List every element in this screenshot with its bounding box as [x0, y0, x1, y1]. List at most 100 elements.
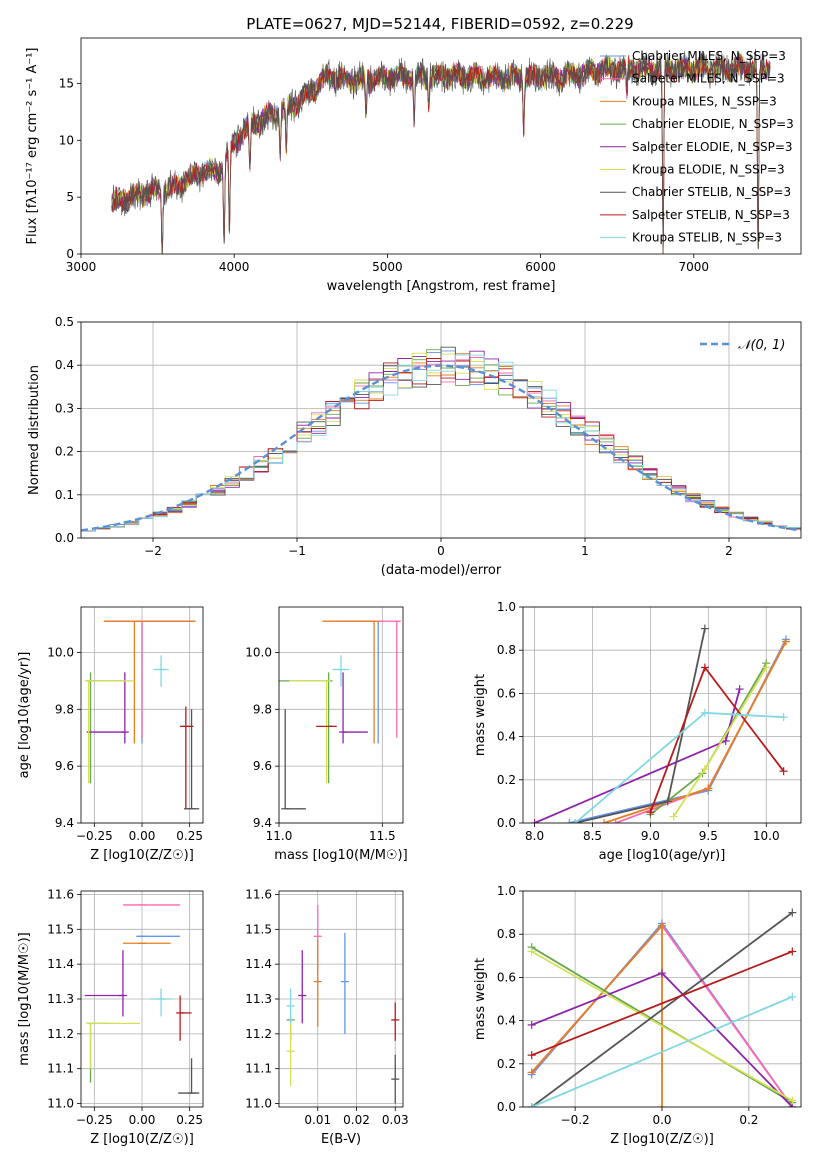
y-tick-label: 11.6 [245, 887, 272, 901]
x-axis-label: (data-model)/error [381, 563, 502, 578]
plot-area [279, 620, 401, 810]
weight-line-salpeter_stelib [531, 950, 793, 1057]
y-axis-label: mass [log10(M/M☉)] [17, 932, 32, 1065]
x-axis-label: Z [log10(Z/Z☉)] [610, 1132, 714, 1147]
weight-line-chabrier_stelib [531, 911, 793, 1107]
y-tick-label: 9.8 [55, 702, 74, 716]
axes-frame [278, 890, 404, 1108]
y-tick-label: 0.8 [497, 643, 516, 657]
x-tick-label: 0.01 [304, 1113, 331, 1127]
y-tick-label: 1.0 [497, 884, 516, 898]
x-tick-label: 0.2 [739, 1113, 758, 1127]
x-axis-label: Z [log10(Z/Z☉)] [90, 1132, 194, 1147]
y-tick-label: 11.5 [47, 922, 74, 936]
weight-line-kroupa_elodie [531, 950, 793, 1102]
y-tick-label: 10.0 [245, 645, 272, 659]
histogram-kroupa_stelib [81, 354, 801, 531]
x-axis-label: E(B-V) [321, 1132, 361, 1147]
figure-title: PLATE=0627, MJD=52144, FIBERID=0592, z=0… [246, 15, 633, 33]
x-axis-label: wavelength [Angstrom, rest frame] [327, 279, 556, 294]
weight-line-chabrier_elodie [531, 946, 793, 1104]
x-tick-label: 0.02 [343, 1113, 370, 1127]
y-tick-label: 0.1 [55, 488, 74, 502]
legend-label: Salpeter ELODIE, N_SSP=3 [632, 140, 793, 154]
plot-area [84, 904, 200, 1094]
y-tick-label: 0.0 [497, 1100, 516, 1114]
y-tick-label: 9.8 [253, 702, 272, 716]
x-axis-label: age [log10(age/yr)] [599, 848, 726, 863]
y-tick-label: 0 [66, 247, 74, 261]
axes-frame [522, 606, 802, 824]
panel-spectrum: 3000 4000 5000 6000 7000 0 5 10 15 wavelength [An… [25, 37, 802, 294]
x-tick-label: 0.03 [382, 1113, 409, 1127]
y-axis-label: mass weight [473, 958, 488, 1040]
y-tick-label: 0.6 [497, 970, 516, 984]
y-tick-label: 11.5 [245, 922, 272, 936]
legend-label: Kroupa MILES, N_SSP=3 [632, 94, 777, 108]
x-tick-label: −2 [144, 544, 162, 558]
weight-line-kroupa_stelib [531, 995, 793, 1107]
y-tick-label: 0.8 [497, 927, 516, 941]
y-tick-label: 0.0 [497, 816, 516, 830]
plot-area [530, 624, 790, 823]
y-tick-label: 0.2 [497, 773, 516, 787]
y-tick-label: 0.5 [55, 315, 74, 329]
y-tick-label: 0.0 [55, 531, 74, 545]
legend-label: Kroupa ELODIE, N_SSP=3 [632, 163, 785, 177]
panel-age_vs_mass: 11.0 11.5 9.4 9.6 9.8 10.0 mass [log10(M/M☉)] [245, 606, 408, 863]
y-tick-label: 11.6 [47, 887, 74, 901]
x-tick-label: 0.00 [129, 1113, 156, 1127]
y-tick-label: 10 [59, 133, 74, 147]
y-tick-label: 0.2 [55, 445, 74, 459]
y-tick-label: 11.0 [47, 1097, 74, 1111]
panel-mass_vs_Z: −0.25 0.00 0.25 11.0 11.1 11.2 11.3 11.4 11.5 11.… [17, 887, 204, 1147]
panel-weight_vs_age: 8.0 8.5 9.0 9.5 10.0 0.0 0.2 0.4 0.6 0.8 1.0 age [l… [473, 600, 802, 863]
x-tick-label: 7000 [678, 260, 709, 274]
plot-area [81, 346, 801, 532]
y-tick-label: 11.0 [245, 1097, 272, 1111]
y-tick-label: 0.6 [497, 686, 516, 700]
x-tick-label: 1 [581, 544, 589, 558]
x-axis-label: mass [log10(M/M☉)] [274, 848, 407, 863]
legend-label: 𝒩(0, 1) [738, 338, 785, 353]
axes-frame [80, 890, 204, 1108]
x-tick-label: 4000 [219, 260, 250, 274]
axes-frame [80, 321, 802, 539]
gaussian-curve [81, 364, 801, 532]
x-axis-label: Z [log10(Z/Z☉)] [90, 848, 194, 863]
y-tick-label: 9.6 [253, 759, 272, 773]
x-tick-label: 0.00 [129, 829, 156, 843]
x-tick-label: 9.0 [641, 829, 660, 843]
panel-residuals: −2 −1 0 1 2 0.0 0.1 0.2 0.3 0.4 0.5 (data-model)/er… [27, 315, 802, 578]
x-tick-label: 9.5 [699, 829, 718, 843]
y-tick-label: 10.0 [47, 645, 74, 659]
y-tick-label: 9.4 [253, 816, 272, 830]
legend-label: Salpeter STELIB, N_SSP=3 [632, 208, 790, 222]
x-tick-label: −1 [288, 544, 306, 558]
x-tick-label: −0.25 [76, 829, 113, 843]
x-tick-label: 3000 [66, 260, 97, 274]
x-tick-label: 5000 [372, 260, 403, 274]
y-tick-label: 11.1 [245, 1062, 272, 1076]
x-tick-label: 8.0 [525, 829, 544, 843]
y-axis-label: Flux [fλ10⁻¹⁷ erg cm⁻² s⁻¹ A⁻¹] [25, 48, 40, 245]
legend-label: Kroupa STELIB, N_SSP=3 [632, 231, 782, 245]
y-tick-label: 11.3 [245, 992, 272, 1006]
x-tick-label: 0.25 [176, 1113, 203, 1127]
axes-frame [80, 606, 204, 824]
legend-label: Chabrier MILES, N_SSP=3 [632, 49, 786, 63]
y-tick-label: 11.1 [47, 1062, 74, 1076]
y-tick-label: 9.6 [55, 759, 74, 773]
x-tick-label: 0 [437, 544, 445, 558]
x-tick-label: 0.25 [176, 829, 203, 843]
plot-area [286, 904, 400, 1104]
x-tick-label: −0.25 [76, 1113, 113, 1127]
plot-area [84, 620, 200, 810]
y-tick-label: 11.2 [47, 1027, 74, 1041]
spectrum-line-chabrier_stelib [111, 48, 771, 254]
legend-label: Salpeter MILES, N_SSP=3 [632, 72, 785, 86]
y-tick-label: 0.4 [55, 358, 74, 372]
y-axis-label: Normed distribution [27, 365, 42, 495]
